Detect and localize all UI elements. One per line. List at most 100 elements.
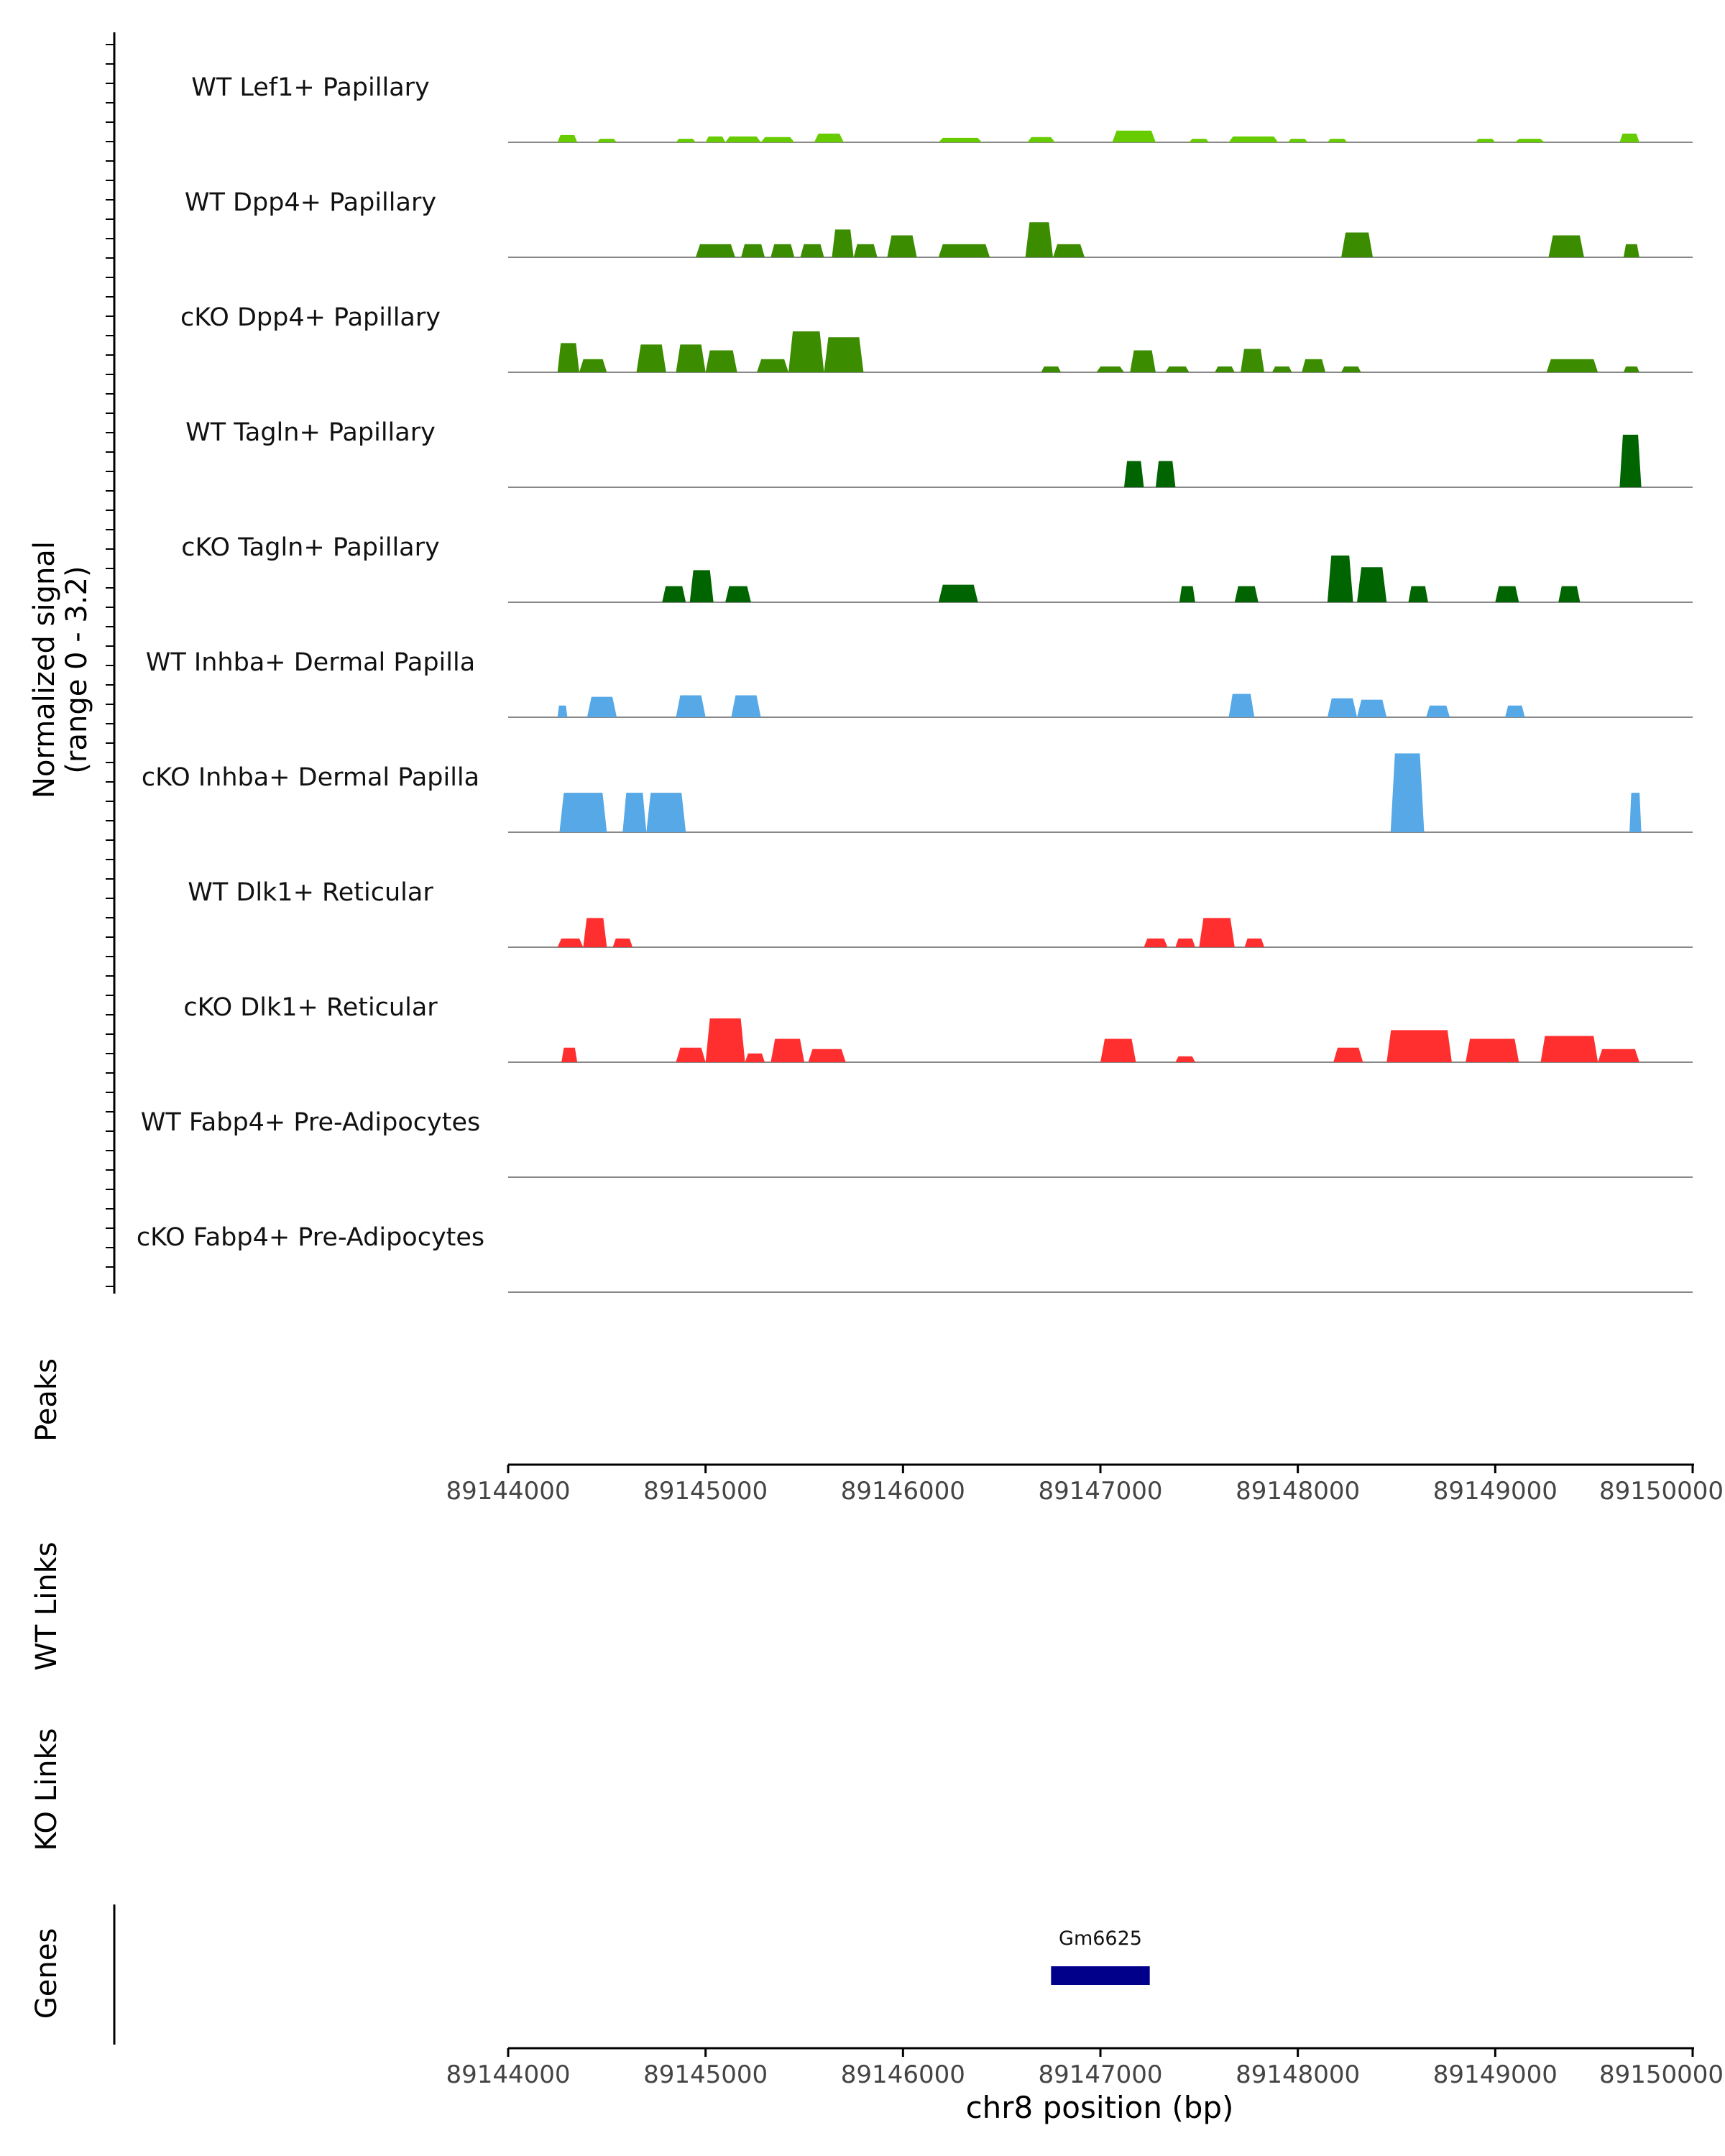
coverage-peak [689,570,714,602]
track: cKO Fabp4+ Pre-Adipocytes [137,1223,1693,1293]
coverage-peak [1333,1047,1363,1062]
coverage-peak [622,793,647,832]
coverage-peak [1341,366,1361,372]
coverage-peak [1228,136,1279,142]
coverage-peak [1327,698,1358,717]
coverage-peak [1130,350,1156,372]
coverage-peak [887,235,917,257]
coverage-peak [1598,1049,1639,1062]
coverage-peak [1475,139,1496,142]
coverage-peak [557,938,584,947]
coverage-peak [770,244,795,257]
coverage-peak [808,1049,846,1062]
coverage-peak [725,136,761,142]
coverage-peak [1228,694,1255,717]
coverage-peak [676,1047,706,1062]
signal-tracks: WT Lef1+ Papillary WT Dpp4+ Papillary cKO … [137,73,1693,1293]
coverage-peak [1053,244,1085,257]
x-tick-label: 89150000 [1599,2060,1724,2089]
coverage-peak [1302,359,1326,372]
coverage-peak [1327,556,1353,602]
x-tick-label: 89144000 [446,2060,570,2089]
x-tick-label: 89148000 [1236,1477,1360,1506]
x-tick-label: 89149000 [1433,1477,1558,1506]
track: WT Dlk1+ Reticular [188,878,1693,948]
coverage-peak [676,344,706,372]
x-axis-label: chr8 position (bp) [966,2090,1234,2125]
coverage-peak [1096,366,1124,372]
y-axis-label: Normalized signal [28,541,61,798]
coverage-peak [1144,938,1168,947]
track: cKO Dlk1+ Reticular [183,993,1693,1063]
track-label: WT Lef1+ Papillary [191,73,430,102]
coverage-peak [1234,586,1259,602]
track-label: WT Dlk1+ Reticular [188,878,433,907]
coverage-peak [1629,793,1642,832]
x-tick-label: 89149000 [1433,2060,1558,2089]
x-tick-label: 89146000 [841,1477,965,1506]
coverage-peak [1175,1056,1195,1062]
track: WT Lef1+ Papillary [191,73,1693,143]
coverage-peak [1327,139,1348,142]
track-label: cKO Dlk1+ Reticular [183,993,438,1022]
x-tick-label: 89144000 [446,1477,570,1506]
coverage-peak [725,586,751,602]
coverage-peak [760,137,795,142]
x-tick-label: 89150000 [1599,1477,1724,1506]
coverage-peak [1619,434,1642,487]
coverage-peak [1100,1038,1136,1062]
coverage-peak [1341,232,1374,257]
track-label: WT Dpp4+ Papillary [185,188,436,217]
track-label: cKO Inhba+ Dermal Papilla [142,763,479,792]
coverage-peak [938,244,990,257]
coverage-peak [695,244,735,257]
x-tick-label: 89145000 [643,1477,768,1506]
track-label: WT Inhba+ Dermal Papilla [146,648,475,677]
genes-x-axis: 89144000 89145000 89146000 89147000 89148000… [446,2047,1724,2089]
gene-body [1051,1966,1150,1985]
coverage-peak [1041,366,1062,372]
x-tick-label: 89147000 [1038,2060,1162,2089]
coverage-peak [1287,139,1308,142]
signal-y-ticks [106,44,114,1287]
peaks-label: Peaks [30,1358,63,1442]
coverage-peak [1215,366,1235,372]
coverage-peak [557,705,568,717]
coverage-peak [612,938,633,947]
track-label: cKO Dpp4+ Papillary [180,303,441,332]
track: WT Tagln+ Papillary [185,418,1693,488]
coverage-peak [938,137,983,142]
coverage-peak [1386,1030,1452,1062]
coverage-peak [1189,139,1210,142]
x-tick-label: 89147000 [1038,1477,1162,1506]
track-label: WT Fabp4+ Pre-Adipocytes [141,1108,480,1137]
coverage-peak [1466,1038,1519,1062]
coverage-peak [583,918,607,947]
coverage-peak [646,793,686,832]
coverage-peak [1025,222,1054,257]
ko-links-label: KO Links [30,1728,63,1851]
track: cKO Inhba+ Dermal Papilla [142,753,1693,833]
coverage-peak [636,344,666,372]
coverage-peak [1244,938,1264,947]
coverage-peak [757,359,789,372]
peaks-x-axis: 89144000 89145000 89146000 89147000 89148000… [446,1463,1724,1506]
track-label: WT Tagln+ Papillary [185,418,436,447]
coverage-peak [1505,705,1525,717]
coverage-peak [1165,366,1190,372]
coverage-peak [1514,139,1545,142]
coverage-peak [1175,938,1195,947]
track-label: cKO Fabp4+ Pre-Adipocytes [137,1223,484,1252]
coverage-peak [579,359,607,372]
coverage-peak [1271,366,1292,372]
coverage-peak [1540,1036,1598,1062]
coverage-peak [824,337,864,372]
coverage-peak [1548,235,1584,257]
coverage-peak [1357,699,1387,717]
coverage-peak [1495,586,1519,602]
coverage-peak [1623,366,1639,372]
track-label: cKO Tagln+ Papillary [181,533,440,562]
coverage-peak [597,139,617,142]
coverage-peak [557,134,578,142]
